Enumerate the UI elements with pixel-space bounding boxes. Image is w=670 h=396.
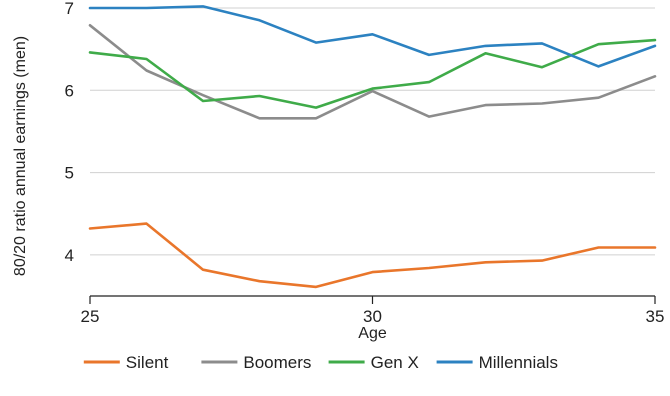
y-tick-label: 6 <box>65 81 74 100</box>
x-tick-label: 30 <box>363 307 382 326</box>
y-tick-label: 4 <box>65 246 74 265</box>
series-line-boomers <box>88 23 657 120</box>
legend-item-millennials: Millennials <box>436 353 558 372</box>
legend-item-boomers: Boomers <box>201 353 311 372</box>
legend-item-silent: Silent <box>83 353 169 372</box>
y-tick-label: 7 <box>65 0 74 18</box>
legend-label: Gen X <box>371 353 419 372</box>
legend-label: Boomers <box>243 353 311 372</box>
x-tick-label: 25 <box>81 307 100 326</box>
series-line-silent <box>88 222 657 289</box>
x-tick-label: 35 <box>646 307 665 326</box>
series-line-millennials <box>88 5 657 68</box>
axes: 4 5 6 7 25 30 35 <box>65 0 665 326</box>
gridlines <box>90 7 655 256</box>
legend: Silent Boomers Gen X Millennials <box>83 353 558 372</box>
legend-item-gen-x: Gen X <box>328 353 419 372</box>
y-axis-title: 80/20 ratio annual earnings (men) <box>12 36 29 276</box>
series-line-gen-x <box>88 38 657 109</box>
x-axis-title: Age <box>358 325 387 342</box>
legend-label: Silent <box>126 353 169 372</box>
y-tick-label: 5 <box>65 164 74 183</box>
legend-label: Millennials <box>479 353 558 372</box>
plot-lines <box>88 5 657 289</box>
